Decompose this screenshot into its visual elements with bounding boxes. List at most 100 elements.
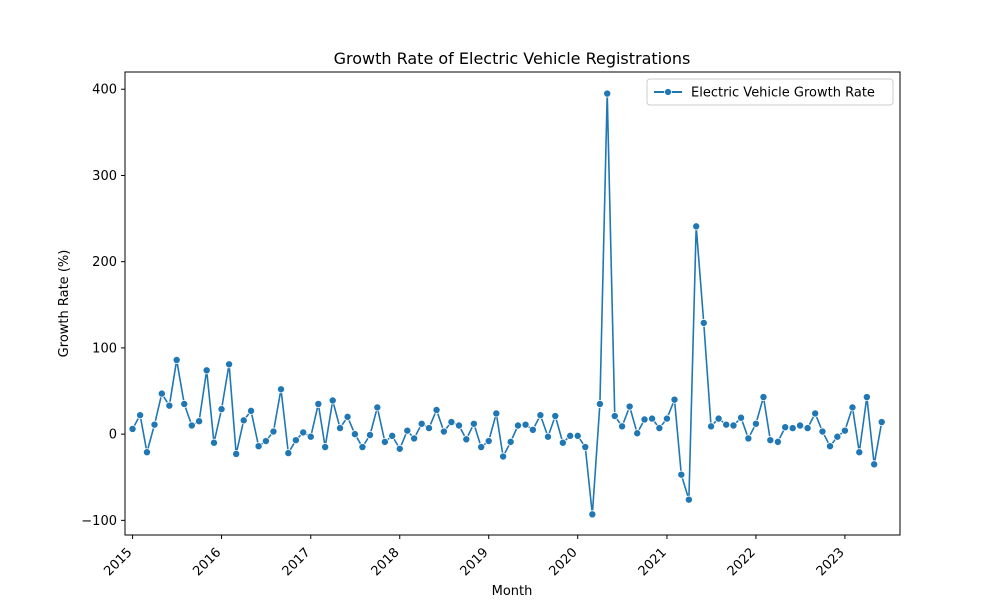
- data-point: [803, 424, 812, 433]
- data-point: [566, 431, 575, 440]
- data-point: [640, 415, 649, 424]
- y-tick-label: 400: [92, 83, 117, 98]
- data-point: [855, 448, 864, 457]
- data-point: [358, 443, 367, 452]
- data-point: [751, 419, 760, 428]
- data-point: [796, 421, 805, 430]
- data-point: [350, 430, 359, 439]
- data-point: [247, 406, 256, 415]
- legend-marker-swatch: [664, 88, 672, 96]
- data-point: [714, 414, 723, 423]
- data-point: [521, 420, 530, 429]
- data-point: [269, 427, 278, 436]
- data-point: [633, 429, 642, 438]
- data-point: [150, 420, 159, 429]
- data-point: [410, 434, 419, 443]
- data-point: [180, 399, 189, 408]
- data-point: [551, 412, 560, 421]
- data-point: [261, 437, 270, 446]
- data-point: [595, 399, 604, 408]
- data-point: [225, 360, 234, 369]
- data-point: [499, 452, 508, 461]
- data-point: [306, 432, 315, 441]
- chart-title: Growth Rate of Electric Vehicle Registra…: [334, 49, 691, 68]
- data-point: [528, 425, 537, 434]
- data-point: [277, 385, 286, 394]
- data-point: [862, 393, 871, 402]
- data-point: [707, 422, 716, 431]
- data-point: [128, 424, 137, 433]
- data-point: [395, 444, 404, 453]
- data-point: [328, 396, 337, 405]
- data-point: [136, 411, 145, 420]
- y-tick-label: −100: [81, 514, 117, 529]
- x-axis-title: Month: [492, 584, 533, 599]
- data-point: [618, 422, 627, 431]
- data-point: [366, 430, 375, 439]
- data-point: [195, 417, 204, 426]
- data-point: [343, 412, 352, 421]
- data-point: [826, 442, 835, 451]
- data-point: [336, 424, 345, 433]
- data-point: [581, 443, 590, 452]
- data-point: [811, 409, 820, 418]
- y-tick-label: 100: [92, 341, 117, 356]
- data-point: [388, 431, 397, 440]
- legend-box: [646, 78, 894, 106]
- legend: Electric Vehicle Growth Rate: [646, 78, 894, 106]
- data-point: [403, 426, 412, 435]
- data-point: [833, 432, 842, 441]
- y-tick-label: 0: [109, 428, 117, 443]
- data-point: [165, 401, 174, 410]
- y-axis-title: Growth Rate (%): [57, 250, 72, 358]
- data-point: [625, 402, 634, 411]
- data-point: [662, 414, 671, 423]
- data-point: [737, 413, 746, 422]
- data-point: [536, 411, 545, 420]
- data-point: [766, 436, 775, 445]
- data-point: [558, 438, 567, 447]
- series-line: [131, 92, 883, 516]
- data-point: [692, 222, 701, 231]
- data-point: [314, 399, 323, 408]
- data-point: [484, 437, 493, 446]
- data-point: [670, 395, 679, 404]
- y-tick-label: 300: [92, 169, 117, 184]
- data-point: [818, 427, 827, 436]
- plot-area: [128, 89, 886, 519]
- data-point: [477, 443, 486, 452]
- data-point: [781, 423, 790, 432]
- data-point: [454, 421, 463, 430]
- data-point: [373, 403, 382, 412]
- y-tick-label: 200: [92, 255, 117, 270]
- data-point: [469, 419, 478, 428]
- data-point: [439, 427, 448, 436]
- data-point: [157, 389, 166, 398]
- data-point: [209, 438, 218, 447]
- data-point: [462, 435, 471, 444]
- legend-label: Electric Vehicle Growth Rate: [691, 86, 875, 101]
- data-point: [239, 416, 248, 425]
- data-point: [217, 405, 226, 414]
- data-point: [684, 495, 693, 504]
- data-point: [573, 431, 582, 440]
- data-point: [543, 432, 552, 441]
- data-point: [588, 510, 597, 519]
- data-point: [321, 443, 330, 452]
- axes-frame: [124, 71, 901, 536]
- data-point: [417, 419, 426, 428]
- data-point: [788, 424, 797, 433]
- data-point: [759, 393, 768, 402]
- data-point: [492, 409, 501, 418]
- data-point: [773, 437, 782, 446]
- data-point: [299, 428, 308, 437]
- data-point: [380, 437, 389, 446]
- data-point: [699, 318, 708, 327]
- y-axis: −100 0 100 200 300 400: [81, 83, 125, 529]
- data-point: [840, 426, 849, 435]
- data-point: [744, 434, 753, 443]
- data-point: [284, 449, 293, 458]
- data-point: [722, 420, 731, 429]
- data-point: [513, 421, 522, 430]
